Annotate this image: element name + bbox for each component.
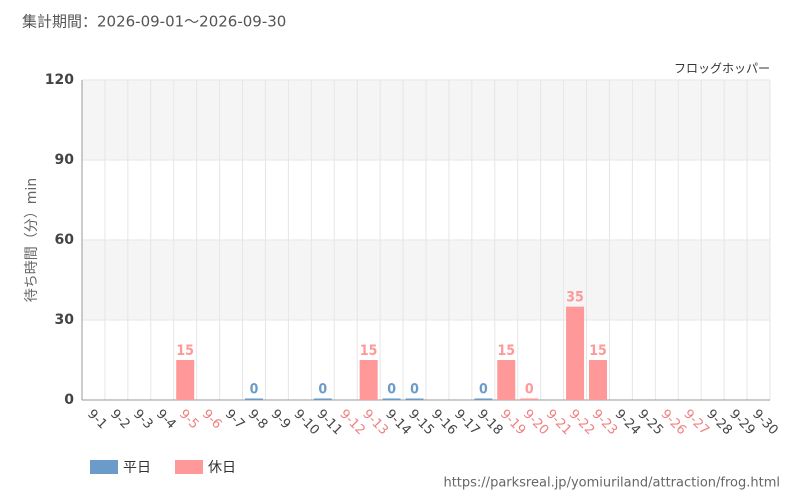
source: https://parksreal.jp/yomiuriland/attract…: [443, 476, 780, 491]
data-label: 0: [525, 382, 534, 398]
data-label: 15: [176, 343, 194, 359]
bar: [566, 306, 585, 400]
x-tick-label: 9-6: [199, 407, 225, 433]
x-tick-label: 9-3: [130, 407, 156, 433]
bar: [589, 360, 607, 400]
bar: [497, 360, 516, 400]
legend-swatch: [90, 460, 118, 474]
y-tick-label: 30: [55, 312, 75, 328]
y-tick-label: 120: [45, 72, 74, 88]
bar: [520, 398, 539, 400]
data-label: 0: [318, 382, 327, 398]
data-label: 0: [479, 382, 488, 398]
x-tick-label: 9-1: [84, 407, 110, 433]
bar: [405, 398, 424, 400]
data-label: 0: [250, 382, 259, 398]
data-label: 0: [410, 382, 419, 398]
legend-label: 平日: [123, 460, 151, 476]
x-tick-label: 9-10: [291, 407, 322, 438]
x-tick-label: 9-2: [107, 407, 133, 433]
bar: [382, 398, 401, 400]
bar: [245, 398, 263, 400]
data-label: 35: [566, 290, 584, 306]
x-tick-label: 9-9: [268, 407, 294, 433]
data-label: 15: [589, 343, 607, 359]
data-label: 0: [387, 382, 396, 398]
bar: [474, 398, 493, 400]
x-tick-label: 9-7: [222, 407, 248, 433]
y-tick-label: 60: [55, 232, 75, 248]
y-tick-label: 0: [64, 392, 74, 408]
chart-title: 集計期間：2026-09-01～2026-09-30: [22, 13, 286, 31]
data-label: 15: [498, 343, 516, 359]
legend-swatch: [175, 460, 203, 474]
bar: [176, 360, 195, 400]
x-tick-label: 9-8: [245, 407, 271, 433]
chart-subtitle: フロッグホッパー: [674, 62, 770, 76]
y-tick-label: 90: [55, 152, 75, 168]
y-axis-label: 待ち時間（分）min: [24, 178, 40, 302]
bar: [359, 360, 378, 400]
x-tick-label: 9-5: [176, 407, 202, 433]
data-label: 15: [360, 343, 378, 359]
x-tick-label: 9-4: [153, 407, 179, 433]
legend-label: 休日: [208, 460, 236, 476]
bar: [313, 398, 332, 400]
